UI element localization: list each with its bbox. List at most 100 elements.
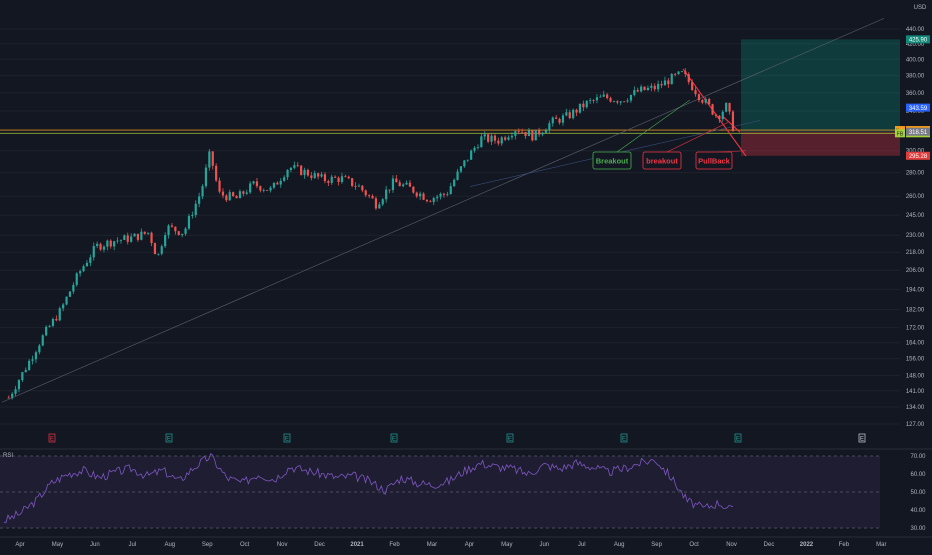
rsi-tick-1: 40.00	[910, 508, 926, 514]
earnings-marker-3[interactable]	[390, 433, 398, 443]
annotation-text-0: Breakout	[596, 157, 629, 166]
candle-body-163	[561, 115, 565, 123]
candle-body-23	[85, 262, 89, 267]
candle-body-147	[507, 137, 510, 140]
rsi-pane: RSI 30.00 40.00 50.00 60.00 70.00	[0, 448, 932, 532]
candle-body-156	[538, 129, 541, 135]
candle-body-83	[289, 167, 293, 170]
time-tick-13: May	[501, 542, 512, 548]
candle-body-125	[432, 198, 435, 202]
price-label-tag-bg-3[interactable]	[895, 129, 905, 138]
candle-body-43	[153, 243, 157, 255]
loss-zone[interactable]	[741, 131, 900, 156]
candle-body-51	[181, 233, 184, 235]
candle-body-154	[531, 130, 534, 141]
earnings-marker-1[interactable]	[165, 433, 173, 443]
candle-body-10	[41, 335, 44, 346]
candle-body-90	[313, 173, 316, 178]
price-label-tag-3: FB	[897, 132, 904, 138]
candle-body-153	[527, 130, 531, 137]
candle-body-92	[320, 174, 323, 177]
candle-body-61	[215, 165, 218, 181]
price-tick-17: 340.00	[906, 109, 925, 115]
time-tick-10: Feb	[389, 542, 400, 548]
earnings-marker-7[interactable]	[858, 433, 866, 443]
time-tick-19: Nov	[726, 542, 737, 548]
candle-body-132	[456, 171, 459, 180]
price-label-bg-5[interactable]	[906, 151, 930, 160]
annotations[interactable]: Breakout breakout PullBack	[592, 99, 747, 170]
time-tick-3: Jul	[129, 542, 137, 548]
candle-body-182	[626, 100, 629, 102]
price-tick-21: 420.00	[906, 42, 925, 48]
price-label-bg-0[interactable]	[906, 35, 930, 44]
profit-zone[interactable]	[741, 39, 900, 132]
downtrend-line[interactable]	[682, 68, 747, 157]
earnings-marker-5[interactable]	[620, 433, 628, 443]
price-tick-3: 148.00	[906, 373, 925, 379]
price-tick-18: 360.00	[906, 91, 925, 97]
candle-body-165	[568, 112, 571, 119]
candle-body-142	[490, 135, 493, 142]
earnings-marker-label-7: E	[860, 437, 864, 443]
earnings-marker-2[interactable]	[283, 433, 291, 443]
candle-body-145	[500, 137, 503, 144]
candle-body-101	[351, 178, 354, 186]
price-label-4: 318.51	[909, 130, 928, 136]
candle-body-149	[514, 131, 517, 136]
candle-body-118	[408, 182, 412, 187]
candle-body-67	[235, 196, 238, 199]
annotation-box-1[interactable]	[642, 151, 682, 170]
time-tick-18: Oct	[689, 542, 699, 548]
time-tick-8: Dec	[314, 542, 325, 548]
candle-body-98	[340, 176, 344, 183]
candle-body-40	[143, 231, 146, 234]
candle-body-57	[201, 186, 204, 197]
time-tick-1: May	[52, 542, 63, 548]
candle-body-6	[28, 360, 31, 371]
candle-body-28	[102, 246, 106, 250]
time-tick-6: Oct	[240, 542, 250, 548]
candle-body-199	[684, 71, 687, 75]
price-label-bg-4[interactable]	[906, 127, 930, 136]
candle-body-181	[623, 101, 626, 103]
price-tick-8: 194.00	[906, 287, 925, 293]
earnings-marker-0[interactable]	[48, 433, 56, 443]
candle-body-126	[436, 196, 439, 199]
candle-body-26	[96, 243, 99, 247]
candle-body-107	[371, 195, 374, 199]
drawing-lines[interactable]	[0, 18, 900, 403]
earnings-marker-4[interactable]	[506, 433, 514, 443]
rsi-line	[3, 452, 734, 523]
candle-body-114	[395, 178, 398, 183]
long-trendline[interactable]	[1, 18, 885, 403]
candle-body-56	[198, 196, 201, 204]
candle-body-96	[334, 176, 337, 178]
candle-body-157	[541, 132, 544, 135]
candle-body-18	[68, 291, 72, 297]
candle-body-15	[58, 308, 61, 321]
long-position-tool[interactable]	[741, 39, 900, 156]
time-tick-7: Nov	[277, 542, 288, 548]
time-tick-23: Mar	[876, 542, 886, 548]
pullback-line[interactable]	[721, 115, 741, 133]
candle-body-30	[109, 240, 112, 247]
price-tick-10: 218.00	[906, 250, 925, 256]
candle-body-162	[558, 118, 561, 123]
candle-body-55	[194, 203, 197, 216]
annotation-box-2[interactable]	[695, 151, 733, 170]
candle-body-119	[412, 186, 415, 193]
candle-body-131	[453, 179, 456, 187]
candle-body-8	[34, 352, 38, 360]
time-axis[interactable]: Apr May Jun Jul Aug Sep Oct Nov Dec 2021 Feb Mar Apr…	[0, 536, 932, 548]
price-label-0: 425.90	[909, 38, 928, 44]
earnings-marker-6[interactable]	[734, 433, 742, 443]
candle-body-102	[354, 185, 357, 187]
price-label-bg-1[interactable]	[906, 103, 930, 112]
annotation-box-0[interactable]	[592, 151, 632, 170]
price-tick-7: 182.00	[906, 308, 925, 314]
price-axis[interactable]: 127.00 134.00 141.00 148.00 156.00 164.00 172.…	[895, 27, 930, 428]
price-tick-14: 280.00	[906, 171, 925, 177]
